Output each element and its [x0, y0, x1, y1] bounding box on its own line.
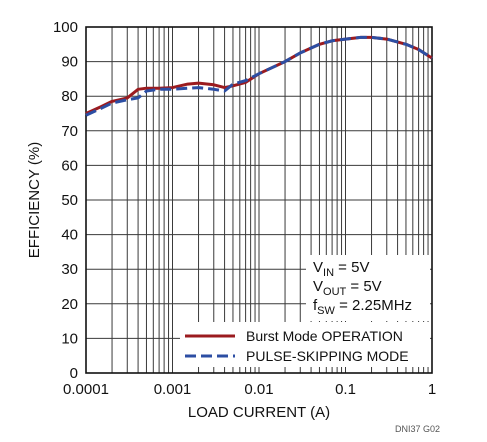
series-line-pulse-skipping [85, 35, 433, 117]
condition-line: VIN = 5V [313, 259, 369, 279]
condition-value: = 5V [334, 259, 369, 276]
x-tick-label: 1 [428, 381, 436, 398]
y-tick-label: 30 [61, 261, 78, 278]
y-axis-title: EFFICIENCY (%) [26, 142, 43, 258]
y-tick-label: 40 [61, 227, 78, 244]
x-tick-label: 0.01 [244, 381, 273, 398]
y-tick-label: 0 [70, 365, 78, 382]
condition-symbol: V [313, 259, 323, 276]
condition-line: VOUT = 5V [313, 278, 382, 298]
condition-subscript: IN [323, 267, 334, 279]
legend-box [180, 322, 430, 367]
y-tick-label: 90 [61, 54, 78, 71]
grid [85, 26, 432, 374]
x-axis-title: LOAD CURRENT (A) [188, 404, 330, 421]
condition-symbol: f [313, 297, 318, 314]
y-tick-label: 10 [61, 330, 78, 347]
x-tick-label: 0.001 [154, 381, 192, 398]
x-tick-label: 0.1 [335, 381, 356, 398]
condition-value: = 2.25MHz [335, 297, 412, 314]
y-tick-label: 50 [61, 192, 78, 209]
condition-line: fSW = 2.25MHz [313, 297, 412, 317]
legend-label: Burst Mode OPERATION [246, 328, 403, 344]
legend-label: PULSE-SKIPPING MODE [246, 348, 409, 364]
x-tick-labels: 0.0001 0.001 0.01 0.1 1 [63, 381, 436, 398]
y-tick-label: 100 [53, 19, 78, 36]
condition-value: = 5V [346, 278, 381, 295]
plot-frame [85, 26, 433, 374]
condition-symbol: V [313, 278, 323, 295]
conditions-box [306, 255, 430, 321]
y-tick-label: 20 [61, 296, 78, 313]
y-tick-label: 80 [61, 88, 78, 105]
y-tick-label: 70 [61, 123, 78, 140]
series-line-burst-mode [85, 35, 433, 115]
y-tick-label: 60 [61, 157, 78, 174]
series-layer [85, 35, 433, 117]
condition-subscript: OUT [323, 286, 347, 298]
x-tick-label: 0.0001 [63, 381, 109, 398]
legend: Burst Mode OPERATION PULSE-SKIPPING MODE [185, 328, 409, 364]
condition-subscript: SW [317, 305, 335, 317]
y-tick-labels: 0 10 20 30 40 50 60 70 80 90 100 [53, 19, 78, 382]
figure-id: DNI37 G02 [395, 424, 440, 434]
